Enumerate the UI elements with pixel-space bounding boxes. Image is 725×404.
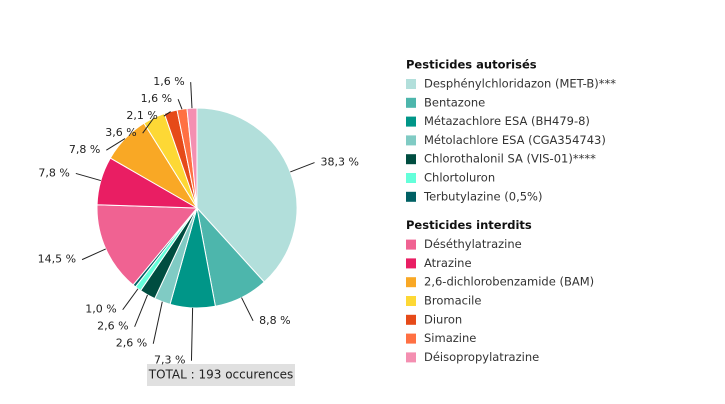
legend-label: Déséthylatrazine — [424, 237, 522, 251]
value-label: 1,6 % — [153, 75, 184, 88]
value-label: 1,0 % — [85, 303, 116, 316]
value-label: 2,6 % — [116, 337, 147, 350]
value-label: 8,8 % — [259, 314, 290, 327]
legend-label: Atrazine — [424, 256, 472, 270]
value-label: 14,5 % — [38, 253, 76, 266]
pie-slice — [196, 107, 298, 283]
leader-line — [106, 138, 126, 151]
value-label: 38,3 % — [321, 156, 359, 169]
legend-swatch — [406, 277, 416, 288]
legend-label: Bentazone — [424, 95, 485, 109]
leader-line — [290, 162, 315, 173]
leader-line — [241, 297, 254, 322]
legend-swatch — [406, 296, 416, 306]
legend-swatch — [406, 239, 416, 250]
legend-label: Diuron — [424, 312, 462, 326]
legend-swatch — [406, 79, 416, 89]
legend-label: Simazine — [424, 331, 476, 345]
leader-line — [75, 172, 101, 182]
pie-slice — [96, 204, 199, 286]
value-label: 7,3 % — [154, 354, 185, 367]
legend-label: Métazachlore ESA (BH479-8) — [424, 114, 590, 128]
value-label: 7,8 % — [69, 143, 100, 156]
total-annotation: TOTAL : 193 occurences — [148, 368, 294, 382]
legend-group-title: Pesticides interdits — [406, 218, 532, 232]
legend-group-title: Pesticides autorisés — [406, 58, 537, 72]
legend-label: Métolachlore ESA (CGA354743) — [424, 133, 606, 147]
value-label: 7,8 % — [38, 166, 69, 179]
total-box — [147, 364, 295, 386]
legend-label: Bromacile — [424, 294, 481, 308]
value-label: 3,6 % — [105, 126, 136, 139]
value-label: 1,6 % — [141, 92, 172, 105]
value-label: 2,1 % — [126, 109, 157, 122]
pie-slice — [186, 107, 198, 209]
legend-swatch — [406, 314, 416, 325]
leader-line — [81, 248, 106, 261]
legend-swatch — [406, 191, 416, 202]
leader-line — [190, 82, 193, 109]
legend-swatch — [406, 135, 416, 146]
leader-line — [177, 98, 183, 110]
legend-swatch — [406, 258, 416, 269]
leader-line — [122, 288, 139, 311]
legend-label: Déisopropylatrazine — [424, 350, 539, 364]
legend-label: Chlorothalonil SA (VIS-01)**** — [424, 152, 596, 166]
leader-line — [142, 117, 155, 134]
legend-label: Desphénylchloridazon (MET-B)*** — [424, 77, 616, 91]
legend-swatch — [406, 116, 416, 127]
value-label: 2,6 % — [97, 320, 128, 333]
legend-swatch — [406, 333, 416, 344]
legend-swatch — [406, 97, 416, 108]
leader-line — [152, 301, 163, 344]
leader-line — [190, 307, 194, 361]
legend-label: 2,6-dichlorobenzamide (BAM) — [424, 275, 594, 289]
legend-label: Chlortoluron — [424, 171, 495, 185]
legend-label: Terbutylazine (0,5%) — [423, 189, 542, 203]
leader-line — [134, 294, 148, 327]
leader-line — [163, 111, 171, 117]
legend-swatch — [406, 173, 416, 183]
legend-swatch — [406, 352, 416, 363]
legend-swatch — [406, 154, 416, 165]
